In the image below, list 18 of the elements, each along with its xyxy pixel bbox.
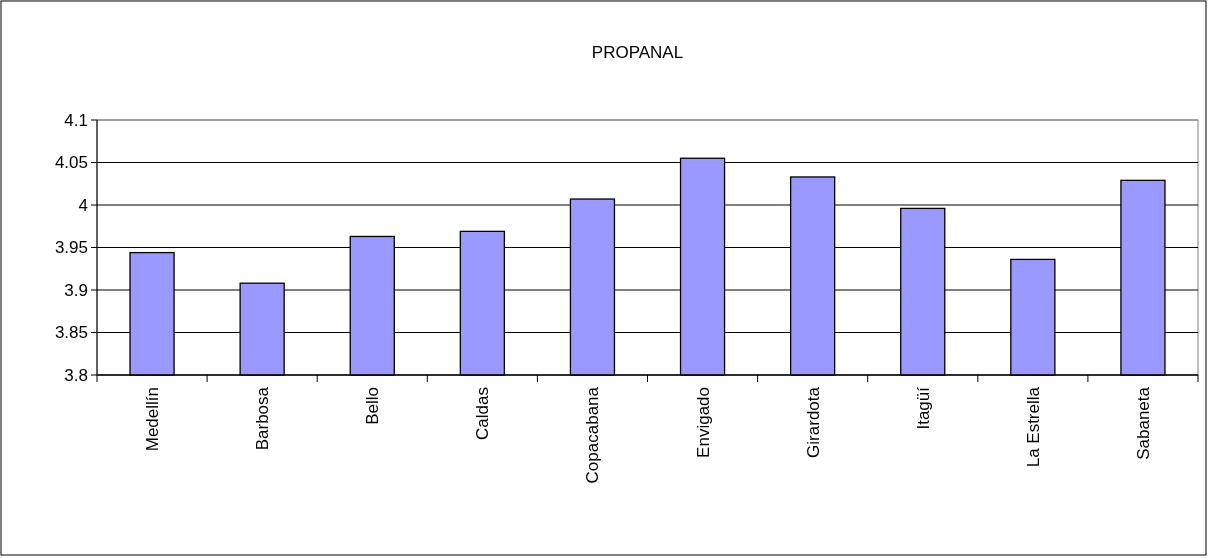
y-tick-label: 4.1 [64, 110, 88, 130]
x-tick-label: Caldas [473, 387, 493, 440]
x-tick-label: Bello [363, 387, 383, 425]
x-tick-label: Sabaneta [1133, 386, 1153, 460]
y-tick-label: 4 [78, 195, 88, 215]
y-tick-label: 3.85 [54, 323, 88, 343]
y-tick-label: 3.95 [54, 238, 88, 258]
x-tick-label: Barbosa [253, 386, 273, 451]
x-tick-label: Girardota [803, 386, 823, 458]
y-tick-label: 3.8 [64, 365, 88, 385]
x-tick-label: Medellín [143, 387, 162, 452]
x-tick-label: Envigado [693, 387, 713, 458]
y-tick-label: 3.9 [64, 280, 88, 300]
chart-title: PROPANAL [591, 43, 684, 62]
x-tick-label: La Estrella [1023, 386, 1043, 468]
y-tick-label: 4.05 [54, 153, 88, 173]
x-tick-label: Itagüí [913, 386, 933, 430]
x-tick-label: Copacabana [583, 386, 603, 484]
